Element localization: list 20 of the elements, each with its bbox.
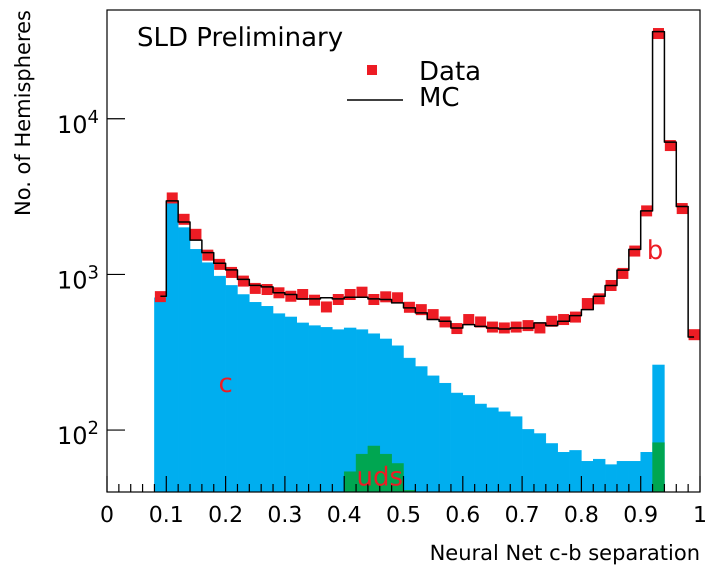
- x-tick-label: 0.3: [267, 503, 302, 528]
- x-tick-label: 0.1: [148, 503, 184, 528]
- y-tick-label: 10$^{3}$: [57, 262, 99, 294]
- x-tick-label: 0.2: [208, 503, 244, 528]
- y-tick-label: 10$^{4}$: [57, 106, 99, 139]
- x-tick-label: 0.7: [504, 503, 540, 528]
- y-axis-title: No. of Hemispheres: [11, 10, 35, 216]
- text: SLD Preliminary: [137, 23, 344, 53]
- x-tick-label: 0.6: [445, 503, 480, 528]
- x-tick-label: 0: [100, 503, 114, 528]
- x-axis-title: Neural Net c-b separation: [430, 541, 700, 565]
- x-tick-label: 0.4: [326, 503, 362, 528]
- x-tick-label: 0.9: [623, 503, 658, 528]
- x-tick-label: 0.5: [386, 503, 421, 528]
- y-tick-label: 10$^{2}$: [57, 418, 99, 450]
- annotation: c: [218, 369, 233, 400]
- annotation: b: [646, 236, 664, 266]
- x-tick-label: 1: [693, 503, 707, 528]
- annotation: uds: [356, 462, 404, 492]
- x-tick-label: 0.8: [564, 503, 599, 528]
